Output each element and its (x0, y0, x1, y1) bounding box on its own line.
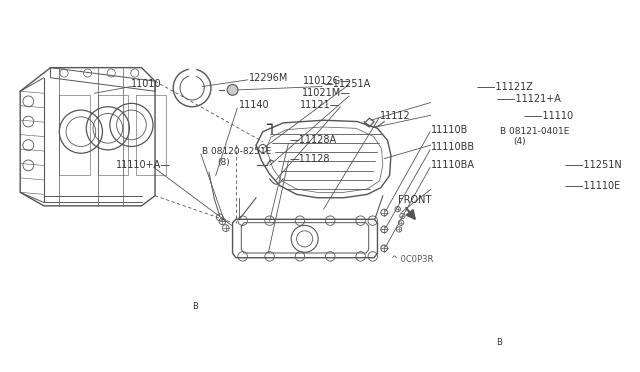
Text: 11010: 11010 (131, 80, 162, 90)
Text: —11128A: —11128A (290, 135, 337, 145)
Text: —11128: —11128 (290, 154, 330, 164)
FancyBboxPatch shape (545, 191, 569, 209)
Text: 11110BB: 11110BB (431, 142, 476, 152)
Text: 11110BA: 11110BA (431, 160, 476, 170)
Text: 11110+A—: 11110+A— (116, 160, 171, 170)
Text: ——11110: ——11110 (524, 111, 574, 121)
Text: ——11110E: ——11110E (565, 180, 621, 190)
Text: ——11251N: ——11251N (565, 160, 623, 170)
Text: 12296M: 12296M (250, 73, 289, 83)
Text: 11112: 11112 (380, 111, 410, 121)
Text: 11110B: 11110B (431, 125, 468, 135)
Circle shape (227, 84, 238, 95)
Text: (4): (4) (514, 137, 526, 146)
Text: ——11121+A: ——11121+A (497, 94, 562, 104)
Text: B 08120-8251E: B 08120-8251E (202, 147, 271, 156)
Text: ^ 0C0P3R: ^ 0C0P3R (391, 255, 433, 264)
Circle shape (189, 300, 202, 314)
Text: B: B (496, 338, 502, 347)
Text: FRONT: FRONT (397, 195, 431, 205)
Bar (189, 68, 195, 78)
Text: —11251A: —11251A (324, 80, 371, 90)
Text: 11021M—: 11021M— (301, 88, 351, 98)
Text: ┐: ┐ (266, 116, 276, 134)
Text: B: B (193, 302, 198, 311)
Text: ——11121Z: ——11121Z (477, 81, 533, 92)
Circle shape (492, 336, 506, 349)
Text: (8): (8) (217, 157, 230, 167)
Text: 11121—: 11121— (300, 100, 340, 110)
Text: 11140: 11140 (239, 100, 270, 110)
Text: B 08121-0401E: B 08121-0401E (500, 127, 570, 136)
Text: 11012G—: 11012G— (303, 76, 351, 86)
